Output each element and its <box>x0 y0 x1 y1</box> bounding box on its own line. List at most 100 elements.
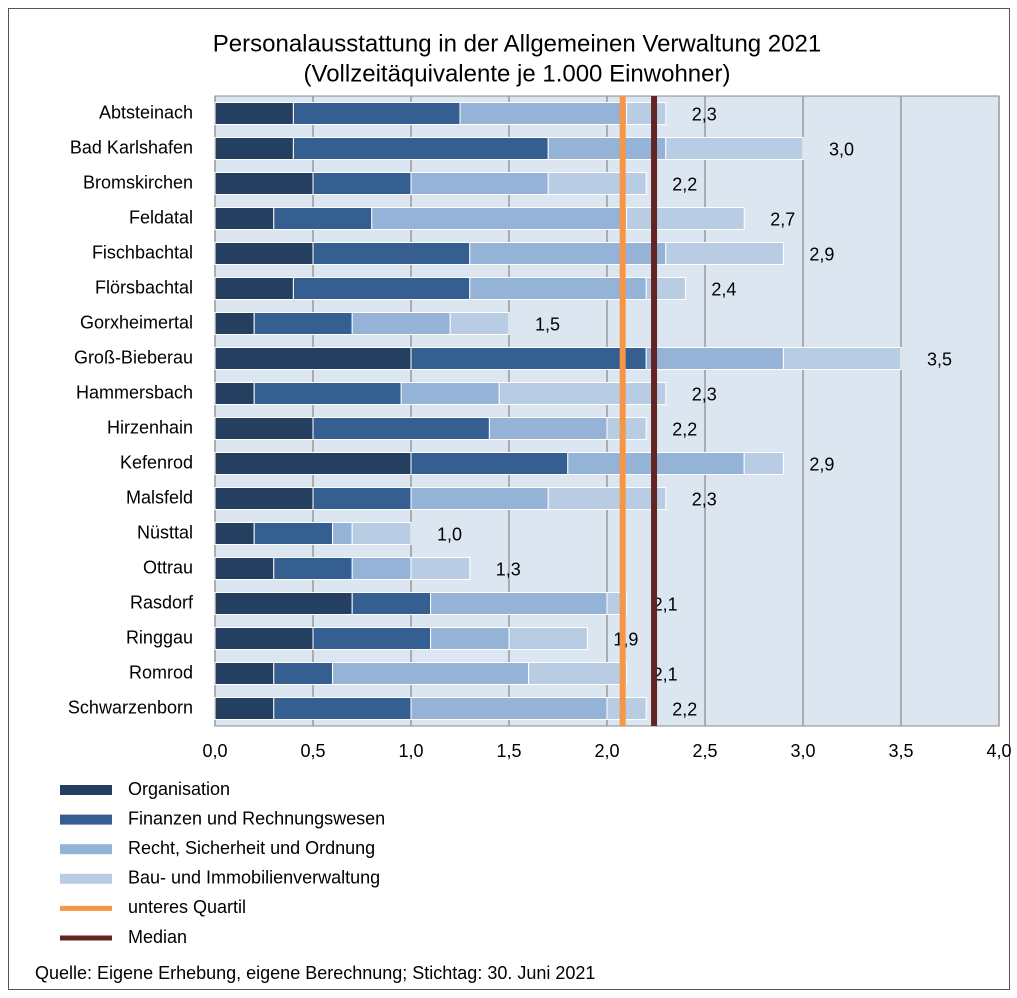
bar-segment <box>253 382 402 405</box>
bar-segment <box>292 277 471 300</box>
total-label: 2,3 <box>692 489 717 509</box>
x-tick-label: 4,0 <box>986 741 1011 761</box>
source: Quelle: Eigene Erhebung, eigene Berechnu… <box>35 963 595 983</box>
total-label: 2,1 <box>653 664 678 684</box>
total-label: 2,9 <box>809 454 834 474</box>
y-tick-label: Gorxheimertal <box>80 312 193 332</box>
total-label: 1,9 <box>613 629 638 649</box>
y-tick-label: Bromskirchen <box>83 172 193 192</box>
y-tick-label: Fischbachtal <box>92 242 193 262</box>
bar-segment <box>488 417 608 440</box>
bar-segment <box>214 277 294 300</box>
bar-segment <box>214 662 275 685</box>
bar-segment <box>400 382 500 405</box>
y-tick-label: Abtsteinach <box>99 102 193 122</box>
bar-segment <box>312 242 471 265</box>
bar-segment <box>214 487 314 510</box>
legend-label: Recht, Sicherheit und Ordnung <box>128 838 375 858</box>
y-tick-label: Rasdorf <box>130 592 194 612</box>
x-tick-label: 0,0 <box>202 741 227 761</box>
y-tick-label: Hammersbach <box>76 382 193 402</box>
bar-segment <box>214 627 314 650</box>
legend-swatch <box>60 844 112 855</box>
bar-segment <box>547 172 647 195</box>
bar-segment <box>253 522 334 545</box>
total-label: 2,3 <box>692 384 717 404</box>
bar-segment <box>214 102 294 125</box>
bar-segment <box>430 592 608 615</box>
bar-segment <box>312 417 490 440</box>
x-tick-label: 2,0 <box>594 741 619 761</box>
total-label: 2,4 <box>711 279 736 299</box>
legend-label: unteres Quartil <box>128 897 246 917</box>
y-tick-label: Romrod <box>129 662 193 682</box>
bar-segment <box>273 697 412 720</box>
y-tick-label: Hirzenhain <box>107 417 193 437</box>
x-tick-label: 2,5 <box>692 741 717 761</box>
bar-segment <box>312 627 432 650</box>
total-label: 2,2 <box>672 699 697 719</box>
bar-segment <box>332 662 530 685</box>
bar-segment <box>214 382 255 405</box>
bar-segment <box>606 697 647 720</box>
total-label: 3,5 <box>927 349 952 369</box>
bar-segment <box>214 242 314 265</box>
bar-segment <box>351 312 451 335</box>
bar-segment <box>410 697 608 720</box>
bar-segment <box>626 102 667 125</box>
bar-segment <box>410 557 471 580</box>
x-tick-label: 3,0 <box>790 741 815 761</box>
total-label: 2,1 <box>653 594 678 614</box>
bar-segment <box>626 207 745 230</box>
legend-swatch <box>60 935 112 941</box>
y-tick-label: Feldatal <box>129 207 193 227</box>
bar-segment <box>214 452 412 475</box>
bar-segment <box>645 347 784 370</box>
legend-swatch <box>60 785 112 795</box>
y-tick-label: Malsfeld <box>126 487 193 507</box>
total-label: 2,7 <box>770 209 795 229</box>
bar-segment <box>782 347 902 370</box>
bar-segment <box>214 207 275 230</box>
bar-segment <box>253 312 353 335</box>
total-label: 2,2 <box>672 174 697 194</box>
chart-title: Personalausstattung in der Allgemeinen V… <box>213 30 821 57</box>
bar-segment <box>547 487 667 510</box>
bar-segment <box>410 452 569 475</box>
bar-segment <box>273 557 353 580</box>
legend-label: Median <box>128 927 187 947</box>
bar-segment <box>410 172 549 195</box>
y-tick-label: Ottrau <box>143 557 193 577</box>
bar-segment <box>459 102 628 125</box>
bar-segment <box>292 102 461 125</box>
bar-segment <box>214 312 255 335</box>
bar-segment <box>410 487 549 510</box>
bar-segment <box>547 137 667 160</box>
x-tick-label: 1,5 <box>496 741 521 761</box>
total-label: 1,0 <box>437 524 462 544</box>
bar-segment <box>606 417 647 440</box>
bar-segment <box>449 312 510 335</box>
total-label: 2,9 <box>809 244 834 264</box>
total-label: 2,2 <box>672 419 697 439</box>
bar-segment <box>214 697 275 720</box>
y-tick-label: Bad Karlshafen <box>70 137 193 157</box>
total-label: 2,3 <box>692 104 717 124</box>
total-label: 1,3 <box>496 559 521 579</box>
bar-segment <box>371 207 628 230</box>
total-label: 1,5 <box>535 314 560 334</box>
bar-segment <box>351 557 412 580</box>
bar-segment <box>498 382 667 405</box>
legend-label: Organisation <box>128 779 230 799</box>
bar-segment <box>665 137 804 160</box>
y-tick-label: Flörsbachtal <box>95 277 193 297</box>
bar-segment <box>469 242 667 265</box>
legend-swatch <box>60 814 112 825</box>
bar-segment <box>214 592 353 615</box>
y-tick-label: Nüsttal <box>137 522 193 542</box>
chart-subtitle: (Vollzeitäquivalente je 1.000 Einwohner) <box>304 60 731 87</box>
bar-segment <box>430 627 510 650</box>
y-tick-label: Groß-Bieberau <box>74 347 193 367</box>
x-tick-label: 3,5 <box>888 741 913 761</box>
bar-segment <box>214 172 314 195</box>
